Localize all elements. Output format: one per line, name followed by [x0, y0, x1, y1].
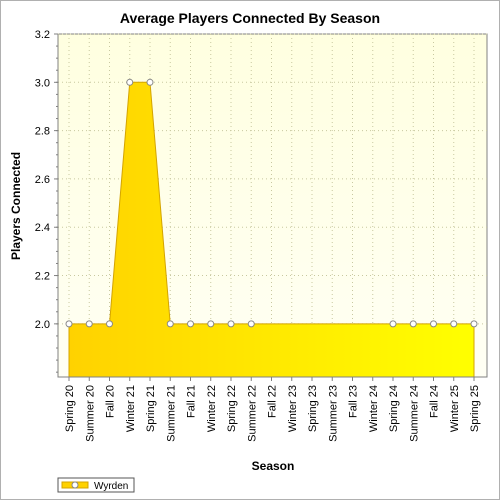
x-axis: Spring 20 Summer 20 Fall 20 Winter 21 Spring…	[58, 376, 487, 442]
y-tick-label: 2.2	[35, 271, 50, 283]
data-point	[470, 320, 478, 328]
data-point	[227, 320, 235, 328]
x-tick-label: Summer 23	[327, 385, 339, 442]
y-tick-label: 2.4	[35, 222, 50, 234]
legend-label-wyrden: Wyrden	[94, 481, 128, 492]
x-tick-label: Spring 22	[226, 385, 238, 432]
y-tick-label: 3.2	[35, 29, 50, 41]
data-point	[389, 320, 397, 328]
x-tick-label: Summer 24	[408, 385, 420, 442]
x-tick-label: Winter 24	[368, 385, 380, 432]
data-point	[65, 320, 73, 328]
y-axis: 2.0 2.2 2.4 2.6 2.8 3.0 3.2	[35, 29, 59, 377]
series-markers	[65, 78, 478, 328]
x-tick-label: Winter 25	[449, 385, 461, 432]
legend-marker-wyrden	[71, 481, 79, 489]
x-tick-label: Fall 22	[267, 385, 279, 418]
data-point	[247, 320, 255, 328]
y-tick-label: 3.0	[35, 77, 50, 89]
data-point	[450, 320, 458, 328]
x-tick-label: Fall 23	[348, 385, 360, 418]
data-point	[207, 320, 215, 328]
chart-title: Average Players Connected By Season	[120, 10, 380, 26]
x-tick-label: Fall 21	[186, 385, 198, 418]
data-point	[146, 78, 154, 86]
x-tick-label: Fall 20	[105, 385, 117, 418]
x-tick-label: Summer 21	[165, 385, 177, 442]
x-tick-label: Spring 24	[388, 385, 400, 432]
x-tick-label: Summer 20	[84, 385, 96, 442]
x-tick-label: Winter 23	[287, 385, 299, 432]
legend: Wyrden	[57, 477, 135, 493]
x-tick-label: Spring 20	[64, 385, 76, 432]
x-axis-label: Season	[252, 459, 295, 473]
x-tick-label: Winter 21	[125, 385, 137, 432]
x-tick-label: Spring 21	[145, 385, 157, 432]
data-point	[106, 320, 113, 328]
data-point	[430, 320, 437, 328]
y-axis-label: Players Connected	[9, 152, 23, 260]
data-point	[126, 78, 134, 86]
x-tick-label: Winter 22	[206, 385, 218, 432]
data-point	[85, 320, 93, 328]
x-tick-label: Fall 24	[429, 385, 441, 418]
data-point	[187, 320, 194, 328]
y-tick-label: 2.0	[35, 319, 50, 331]
y-tick-label: 2.8	[35, 126, 50, 138]
y-tick-label: 2.6	[35, 174, 50, 186]
data-point	[409, 320, 417, 328]
x-tick-label: Spring 23	[307, 385, 319, 432]
data-point	[166, 320, 174, 328]
x-tick-label: Summer 22	[246, 385, 258, 442]
x-tick-label: Spring 25	[469, 385, 481, 432]
